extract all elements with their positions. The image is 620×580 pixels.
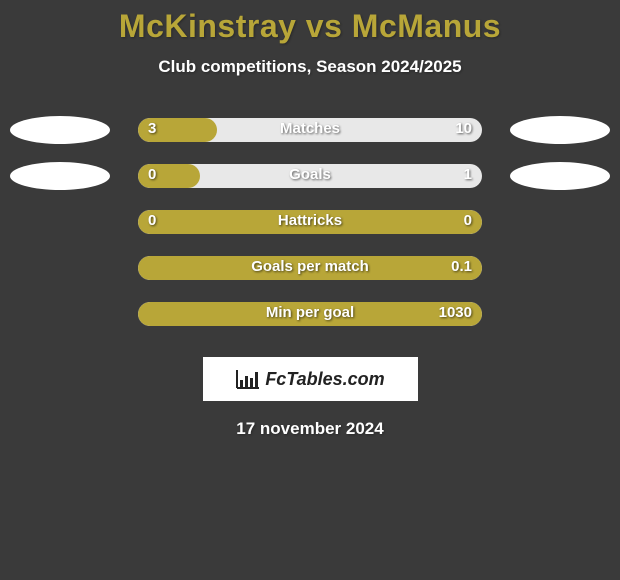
stats-area: 3Matches100Goals10Hattricks0Goals per ma… [0, 107, 620, 337]
page-title: McKinstray vs McManus [0, 8, 620, 45]
stat-value-right: 1030 [439, 304, 472, 321]
subtitle: Club competitions, Season 2024/2025 [0, 57, 620, 77]
stat-label: Goals [138, 166, 482, 183]
stat-label: Matches [138, 120, 482, 137]
stat-label: Min per goal [138, 304, 482, 321]
date-label: 17 november 2024 [0, 419, 620, 439]
logo-box: FcTables.com [203, 357, 418, 401]
stat-value-right: 1 [464, 166, 472, 183]
stat-row: 0Hattricks0 [0, 199, 620, 245]
stat-row: Min per goal1030 [0, 291, 620, 337]
stat-bar: 0Goals1 [138, 164, 482, 188]
bar-chart-icon [235, 368, 261, 390]
player-left-marker [10, 116, 110, 144]
stat-bar: 3Matches10 [138, 118, 482, 142]
player-right-marker [510, 162, 610, 190]
logo-text: FcTables.com [265, 369, 384, 390]
stat-value-right: 0 [464, 212, 472, 229]
stat-bar: 0Hattricks0 [138, 210, 482, 234]
player-right-marker [510, 116, 610, 144]
stat-bar: Goals per match0.1 [138, 256, 482, 280]
stat-label: Hattricks [138, 212, 482, 229]
stat-row: Goals per match0.1 [0, 245, 620, 291]
stat-row: 3Matches10 [0, 107, 620, 153]
player-left-marker [10, 162, 110, 190]
stat-value-right: 0.1 [451, 258, 472, 275]
logo: FcTables.com [235, 368, 384, 390]
stat-row: 0Goals1 [0, 153, 620, 199]
stat-value-right: 10 [455, 120, 472, 137]
stat-label: Goals per match [138, 258, 482, 275]
stat-bar: Min per goal1030 [138, 302, 482, 326]
comparison-infographic: McKinstray vs McManus Club competitions,… [0, 0, 620, 439]
